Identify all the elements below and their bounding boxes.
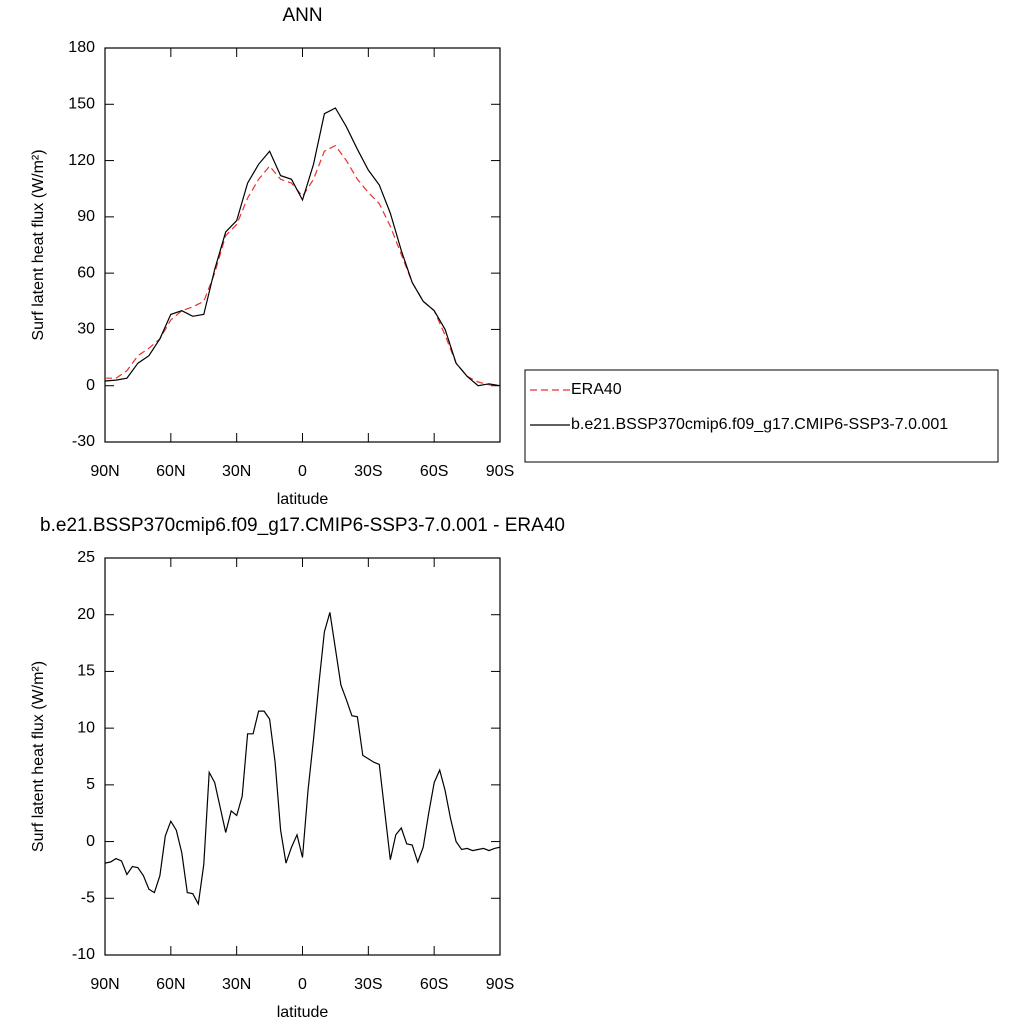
x-tick-label: 90S: [486, 976, 514, 993]
y-axis-label: Surf latent heat flux (W/m²): [30, 149, 47, 340]
data-line: [104, 612, 501, 906]
y-tick-label: 90: [77, 208, 95, 225]
y-tick-label: 30: [77, 321, 95, 338]
x-tick-label: 30S: [354, 463, 382, 480]
plot-frame: [104, 47, 501, 443]
legend-label: b.e21.BSSP370cmip6.f09_g17.CMIP6-SSP3-7.…: [571, 416, 948, 433]
y-axis-label: Surf latent heat flux (W/m²): [30, 661, 47, 852]
data-line: [104, 107, 501, 387]
y-tick-label: 0: [86, 833, 95, 850]
y-tick-label: 20: [77, 606, 95, 623]
x-tick-label: 60N: [156, 463, 185, 480]
x-tick-label: 90S: [486, 463, 514, 480]
y-tick-label: 60: [77, 264, 95, 281]
legend-box: [524, 369, 999, 463]
plot-frame: [104, 557, 501, 956]
x-tick-label: 60N: [156, 976, 185, 993]
chart-title: ANN: [282, 5, 322, 26]
x-tick-label: 60S: [420, 463, 448, 480]
y-tick-label: 25: [77, 549, 95, 566]
y-tick-label: 15: [77, 663, 95, 680]
x-tick-label: 90N: [90, 976, 119, 993]
y-tick-label: -5: [81, 890, 95, 907]
x-tick-label: 90N: [90, 463, 119, 480]
x-tick-label: 0: [298, 463, 307, 480]
y-tick-label: 150: [68, 96, 95, 113]
y-tick-label: 120: [68, 152, 95, 169]
chart-title: b.e21.BSSP370cmip6.f09_g17.CMIP6-SSP3-7.…: [40, 515, 565, 536]
y-tick-label: -30: [72, 433, 95, 450]
x-axis-label: latitude: [277, 1004, 329, 1021]
x-tick-label: 0: [298, 976, 307, 993]
x-tick-label: 60S: [420, 976, 448, 993]
x-tick-label: 30N: [222, 463, 251, 480]
y-tick-label: 10: [77, 719, 95, 736]
x-axis-label: latitude: [277, 491, 329, 508]
x-tick-label: 30N: [222, 976, 251, 993]
y-tick-label: -10: [72, 946, 95, 963]
y-tick-label: 5: [86, 776, 95, 793]
y-tick-label: 0: [86, 377, 95, 394]
legend-label: ERA40: [571, 381, 622, 398]
x-tick-label: 30S: [354, 976, 382, 993]
data-line: [105, 144, 501, 387]
y-tick-label: 180: [68, 39, 95, 56]
